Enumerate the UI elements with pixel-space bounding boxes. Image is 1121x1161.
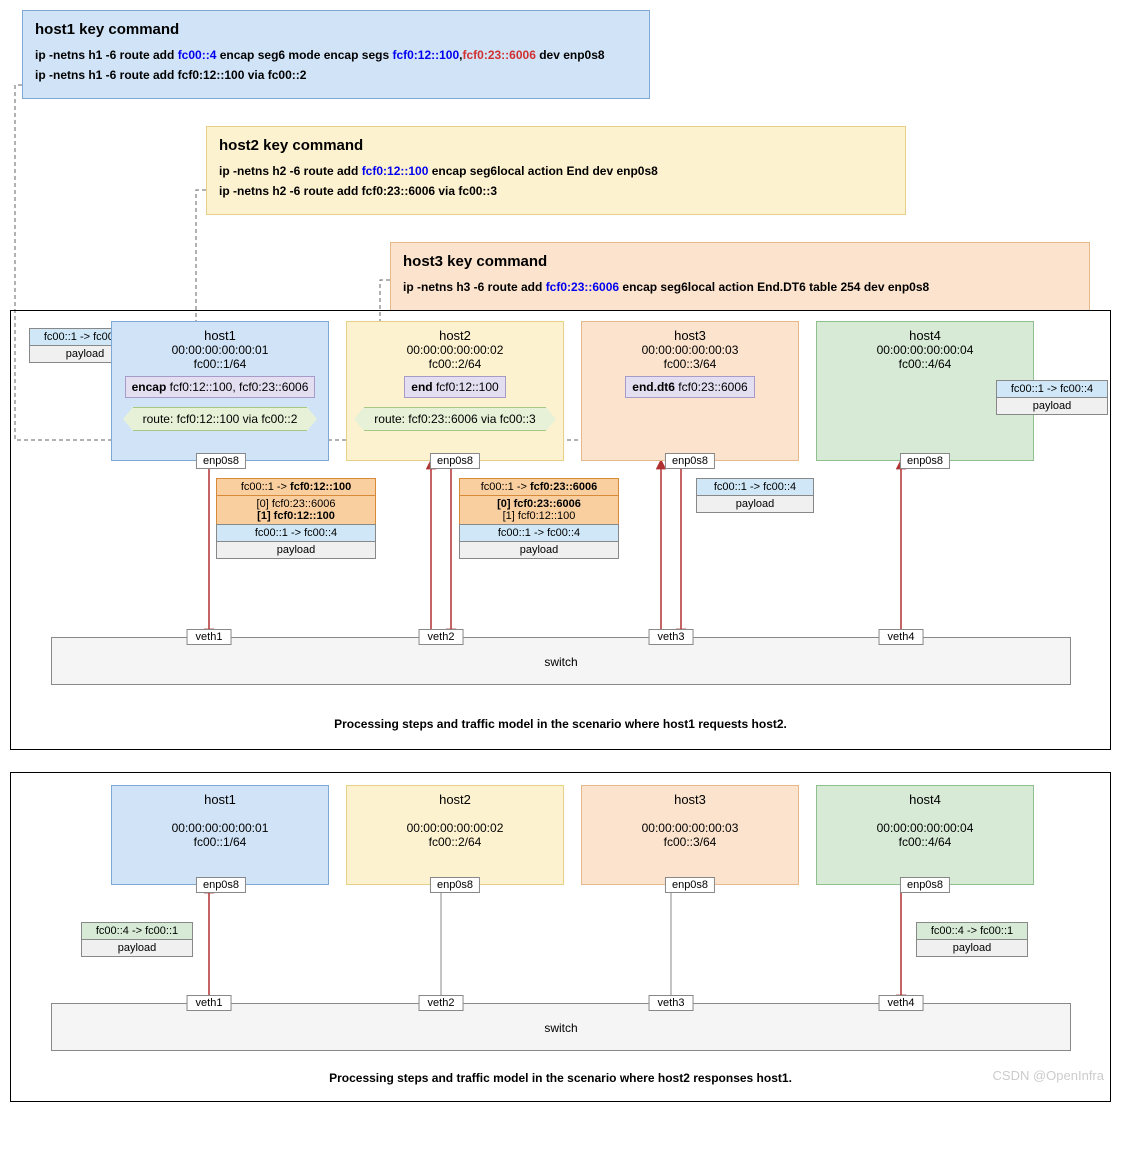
packet-encap-2: fc00::1 -> fcf0:23::6006 [0] fcf0:23::60… bbox=[459, 479, 619, 559]
scenario-1: fc00::1 -> fc00::4 payload host1 00:00:0… bbox=[10, 310, 1111, 750]
s2-host1-iface: enp0s8 bbox=[196, 877, 246, 893]
s2-veth2: veth2 bbox=[419, 995, 464, 1011]
host1-cmd-box: host1 key command ip -netns h1 -6 route … bbox=[22, 10, 650, 99]
encap-tag: encap fcf0:12::100, fcf0:23::6006 bbox=[125, 376, 316, 398]
enddt6-tag: end.dt6 fcf0:23::6006 bbox=[625, 376, 754, 398]
host1-cmd-line1: ip -netns h1 -6 route add fc00::4 encap … bbox=[35, 48, 637, 62]
caption-1: Processing steps and traffic model in th… bbox=[11, 709, 1110, 743]
veth4: veth4 bbox=[879, 629, 924, 645]
caption-2: Processing steps and traffic model in th… bbox=[11, 1063, 1110, 1097]
host1-box: host1 00:00:00:00:00:01 fc00::1/64 encap… bbox=[111, 321, 329, 461]
veth1: veth1 bbox=[187, 629, 232, 645]
host3-iface: enp0s8 bbox=[665, 453, 715, 469]
s2-host3: host3 00:00:00:00:00:03 fc00::3/64 bbox=[581, 785, 799, 885]
host3-cmd-line1: ip -netns h3 -6 route add fcf0:23::6006 … bbox=[403, 280, 1077, 294]
packet-out-host4: fc00::1 -> fc00::4 payload bbox=[996, 381, 1108, 415]
s2-host4-iface: enp0s8 bbox=[900, 877, 950, 893]
packet-encap-1: fc00::1 -> fcf0:12::100 [0] fcf0:23::600… bbox=[216, 479, 376, 559]
host4-iface: enp0s8 bbox=[900, 453, 950, 469]
end-tag: end fcf0:12::100 bbox=[404, 376, 505, 398]
veth3: veth3 bbox=[649, 629, 694, 645]
s2-host1: host1 00:00:00:00:00:01 fc00::1/64 bbox=[111, 785, 329, 885]
watermark: CSDN @OpenInfra bbox=[993, 1068, 1104, 1083]
host1-cmd-title: host1 key command bbox=[35, 21, 637, 38]
scenario-2: host1 00:00:00:00:00:01 fc00::1/64 enp0s… bbox=[10, 772, 1111, 1102]
s2-host4: host4 00:00:00:00:00:04 fc00::4/64 bbox=[816, 785, 1034, 885]
s2-host3-iface: enp0s8 bbox=[665, 877, 715, 893]
host1-iface: enp0s8 bbox=[196, 453, 246, 469]
resp-packet-right: fc00::4 -> fc00::1 payload bbox=[916, 923, 1028, 957]
host2-cmd-title: host2 key command bbox=[219, 137, 893, 154]
host3-cmd-box: host3 key command ip -netns h3 -6 route … bbox=[390, 242, 1090, 311]
host3-cmd-title: host3 key command bbox=[403, 253, 1077, 270]
host2-iface: enp0s8 bbox=[430, 453, 480, 469]
host3-box: host3 00:00:00:00:00:03 fc00::3/64 end.d… bbox=[581, 321, 799, 461]
s2-host2: host2 00:00:00:00:00:02 fc00::2/64 bbox=[346, 785, 564, 885]
route1-tag: route: fcf0:12::100 via fc00::2 bbox=[133, 407, 308, 431]
host2-box: host2 00:00:00:00:00:02 fc00::2/64 end f… bbox=[346, 321, 564, 461]
host2-cmd-line2: ip -netns h2 -6 route add fcf0:23::6006 … bbox=[219, 184, 893, 198]
s2-veth4: veth4 bbox=[879, 995, 924, 1011]
host2-cmd-line1: ip -netns h2 -6 route add fcf0:12::100 e… bbox=[219, 164, 893, 178]
s2-host2-iface: enp0s8 bbox=[430, 877, 480, 893]
packet-decap-3: fc00::1 -> fc00::4 payload bbox=[696, 479, 814, 513]
resp-packet-left: fc00::4 -> fc00::1 payload bbox=[81, 923, 193, 957]
veth2: veth2 bbox=[419, 629, 464, 645]
host2-cmd-box: host2 key command ip -netns h2 -6 route … bbox=[206, 126, 906, 215]
host1-cmd-line2: ip -netns h1 -6 route add fcf0:12::100 v… bbox=[35, 68, 637, 82]
s2-veth3: veth3 bbox=[649, 995, 694, 1011]
route2-tag: route: fcf0:23::6006 via fc00::3 bbox=[364, 407, 545, 431]
s2-veth1: veth1 bbox=[187, 995, 232, 1011]
